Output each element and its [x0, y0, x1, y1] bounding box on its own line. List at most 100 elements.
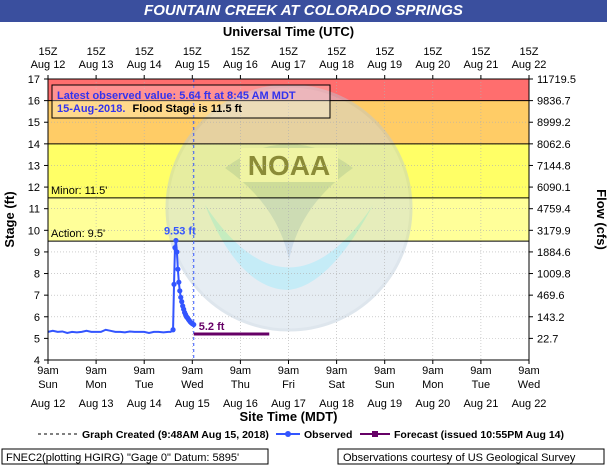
- toptick-date: Aug 17: [271, 59, 306, 71]
- ytick-label: 13: [28, 160, 40, 172]
- bottomtick-time: 9am: [518, 365, 539, 377]
- rtick-label: 469.6: [537, 290, 565, 302]
- ytick-label: 16: [28, 96, 40, 108]
- toptick-date: Aug 12: [31, 59, 66, 71]
- bottomtick-day: Mon: [422, 379, 443, 391]
- toptick-date: Aug 14: [127, 59, 162, 71]
- bottomtick-day: Tue: [135, 379, 154, 391]
- bottomtick-day: Sun: [375, 379, 395, 391]
- rtick-label: 1009.8: [537, 269, 571, 281]
- bottom-date-label: Aug 15: [175, 398, 210, 410]
- chart-footer: FNEC2(plotting HGIRG) "Gage 0" Datum: 58…: [1, 448, 605, 465]
- bottom-date-label: Aug 19: [367, 398, 402, 410]
- bottomtick-time: 9am: [278, 365, 299, 377]
- observed-point: [172, 245, 178, 251]
- observed-series: [47, 237, 197, 335]
- bottom-date-label: Aug 16: [223, 398, 258, 410]
- rtick-label: 8062.6: [537, 139, 571, 151]
- toptick-date: Aug 18: [319, 59, 354, 71]
- bottomtick-time: 9am: [470, 365, 491, 377]
- y-axis-title: Stage (ft): [2, 191, 17, 247]
- data-annotations: 9.53 ft 5.2 ft: [164, 225, 225, 333]
- toptick-label: 15Z: [471, 46, 490, 58]
- legend-graph-created: Graph Created (9:48AM Aug 15, 2018): [82, 429, 269, 441]
- axes-labels: 4 5 6 7 8 9 10 11 12 13 14 15 16 17 22.7 143.2 469.6 1009…: [2, 24, 607, 424]
- bottom-date-label: Aug 17: [271, 398, 306, 410]
- observed-point: [179, 299, 185, 305]
- observed-point: [178, 294, 184, 300]
- bottomtick-day: Tue: [472, 379, 491, 391]
- noaa-wave-icon: [205, 205, 373, 290]
- observed-point: [176, 279, 182, 285]
- ytick-label: 4: [34, 355, 40, 367]
- bottomtick-day: Sun: [38, 379, 58, 391]
- observed-point: [174, 249, 180, 255]
- ytick-label: 12: [28, 182, 40, 194]
- bottom-date-label: Aug 13: [79, 398, 114, 410]
- threshold-lines: Minor: 11.5' Action: 9.5': [48, 100, 529, 242]
- bottomtick-day: Sat: [328, 379, 345, 391]
- legend-observed: Observed: [304, 429, 352, 441]
- toptick-label: 15Z: [39, 46, 58, 58]
- latest-value-box: Latest observed value: 5.64 ft at 8:45 A…: [51, 84, 331, 119]
- band-major: [48, 79, 529, 101]
- observed-point: [170, 327, 176, 333]
- ytick-label: 7: [34, 290, 40, 302]
- toptick-label: 15Z: [135, 46, 154, 58]
- threshold-label-action: Action: 9.5': [51, 228, 105, 240]
- rtick-label: 11719.5: [537, 74, 576, 86]
- ytick-label: 15: [28, 117, 40, 129]
- toptick-date: Aug 21: [463, 59, 498, 71]
- bottomtick-time: 9am: [133, 365, 154, 377]
- bottomtick-day: Fri: [282, 379, 295, 391]
- band-minor: [48, 143, 529, 198]
- toptick-date: Aug 13: [79, 59, 114, 71]
- observed-point: [177, 288, 183, 294]
- ytick-label: 14: [28, 139, 40, 151]
- bottomtick-time: 9am: [326, 365, 347, 377]
- latest-date-text: 15-Aug-2018.: [57, 103, 125, 115]
- x-axis-title: Site Time (MDT): [240, 409, 338, 424]
- top-axis-title: Universal Time (UTC): [223, 24, 354, 39]
- ytick-label: 17: [28, 74, 40, 86]
- ytick-label: 9: [34, 247, 40, 259]
- bottomtick-time: 9am: [422, 365, 443, 377]
- flood-stage-text: Flood Stage is 11.5 ft: [133, 103, 243, 115]
- chart-title: FOUNTAIN CREEK AT COLORADO SPRINGS: [144, 2, 463, 19]
- toptick-date: Aug 22: [512, 59, 547, 71]
- toptick-label: 15Z: [327, 46, 346, 58]
- chart-legend: Graph Created (9:48AM Aug 15, 2018) Obse…: [38, 429, 564, 441]
- footer-courtesy: Observations courtesy of US Geological S…: [343, 452, 576, 464]
- observed-point: [175, 266, 181, 272]
- bottomtick-time: 9am: [85, 365, 106, 377]
- bottom-date-label: Aug 21: [463, 398, 498, 410]
- footer-datum: FNEC2(plotting HGIRG) "Gage 0" Datum: 58…: [6, 452, 239, 464]
- ytick-label: 8: [34, 269, 40, 281]
- bottomtick-time: 9am: [230, 365, 251, 377]
- bottom-date-label: Aug 12: [31, 398, 66, 410]
- rtick-label: 3179.9: [537, 225, 571, 237]
- ytick-label: 5: [34, 333, 40, 345]
- bottomtick-time: 9am: [182, 365, 203, 377]
- toptick-date: Aug 15: [175, 59, 210, 71]
- bottomtick-time: 9am: [374, 365, 395, 377]
- rtick-label: 22.7: [537, 333, 558, 345]
- rtick-label: 9836.7: [537, 96, 571, 108]
- ytick-label: 11: [29, 204, 40, 216]
- bottomtick-time: 9am: [37, 365, 58, 377]
- peak-annotation: 9.53 ft: [164, 225, 196, 237]
- rtick-label: 143.2: [537, 312, 565, 324]
- observed-point: [171, 281, 177, 287]
- noaa-gull-icon: [225, 144, 353, 260]
- rtick-label: 7144.8: [537, 160, 571, 172]
- svg-text:15-Aug-2018. Flood Stage: 15-Aug-2018. Flood Stage is 11.5 ft: [57, 103, 242, 115]
- toptick-date: Aug 19: [367, 59, 402, 71]
- toptick-label: 15Z: [423, 46, 442, 58]
- rtick-label: 6090.1: [537, 182, 571, 194]
- toptick-label: 15Z: [231, 46, 250, 58]
- toptick-label: 15Z: [183, 46, 202, 58]
- bottom-date-label: Aug 22: [512, 398, 547, 410]
- bottomtick-day: Wed: [181, 379, 203, 391]
- rtick-label: 1884.6: [537, 247, 571, 259]
